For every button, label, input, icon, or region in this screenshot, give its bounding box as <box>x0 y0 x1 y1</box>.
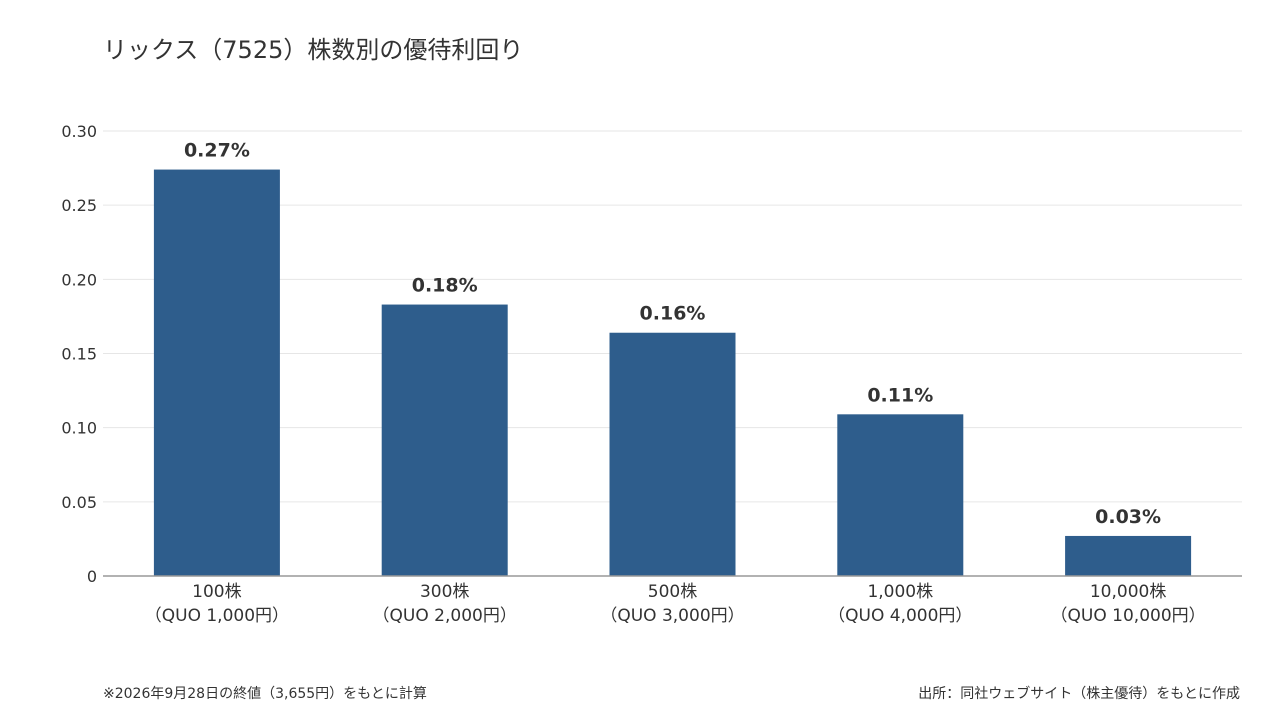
x-tick-label: 1,000株 <box>867 582 933 602</box>
data-label: 0.27% <box>184 140 250 162</box>
x-tick-label: （QUO 1,000円） <box>145 606 289 626</box>
data-label: 0.16% <box>640 303 706 325</box>
data-label: 0.03% <box>1095 506 1161 528</box>
data-label: 0.18% <box>412 275 478 297</box>
y-tick-label: 0.25 <box>61 196 97 215</box>
x-tick-label: 300株 <box>420 582 469 602</box>
bar <box>609 332 736 576</box>
bar <box>381 304 508 576</box>
x-tick-label: 100株 <box>192 582 241 602</box>
x-tick-label: 10,000株 <box>1090 582 1166 602</box>
y-tick-label: 0.10 <box>61 419 97 438</box>
x-tick-label: （QUO 4,000円） <box>828 606 972 626</box>
bars <box>153 169 1192 577</box>
data-labels: 0.27% 0.18% 0.16% 0.11% 0.03% <box>184 140 1161 528</box>
chart-title: リックス（7525）株数別の優待利回り <box>103 36 524 64</box>
y-tick-label: 0.20 <box>61 270 97 289</box>
y-axis-ticks: 0 0.05 0.10 0.15 0.20 0.25 0.30 <box>61 122 97 586</box>
y-tick-label: 0.30 <box>61 122 97 141</box>
bar <box>837 414 964 576</box>
y-tick-label: 0.15 <box>61 345 97 364</box>
x-axis-ticks: 100株 （QUO 1,000円） 300株 （QUO 2,000円） 500株 （QUO… <box>145 582 1206 626</box>
x-tick-label: （QUO 10,000円） <box>1051 606 1206 626</box>
x-tick-label: （QUO 3,000円） <box>600 606 744 626</box>
y-tick-label: 0 <box>87 567 97 586</box>
bar <box>1065 535 1192 576</box>
data-label: 0.11% <box>867 384 933 406</box>
bar <box>153 169 280 577</box>
source-note: 出所：同社ウェブサイト（株主優待）をもとに作成 <box>918 686 1240 702</box>
calculation-note: ※2026年9月28日の終値（3,655円）をもとに計算 <box>103 686 427 702</box>
x-tick-label: （QUO 2,000円） <box>373 606 517 626</box>
y-tick-label: 0.05 <box>61 493 97 512</box>
x-tick-label: 500株 <box>648 582 697 602</box>
